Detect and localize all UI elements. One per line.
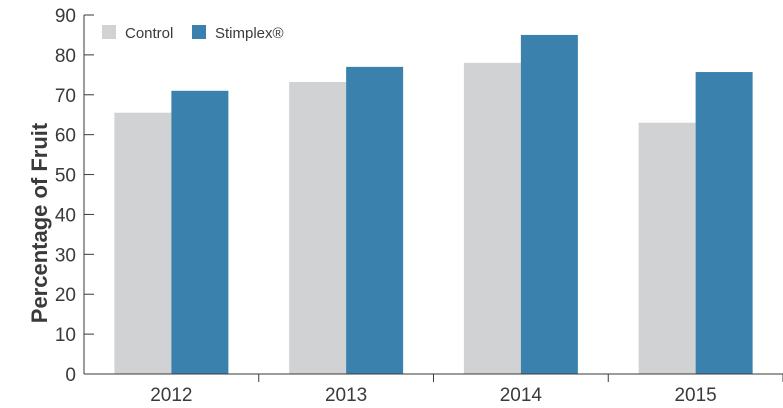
- legend-swatch-stimplex: [192, 25, 206, 39]
- legend: Control Stimplex®: [102, 25, 284, 42]
- y-tick-label: 10: [55, 325, 76, 346]
- y-tick-label: 60: [55, 126, 76, 147]
- y-tick-label: 20: [55, 285, 76, 306]
- y-tick-label: 30: [55, 245, 76, 266]
- bar-stimplex-2015: [695, 72, 753, 375]
- legend-label: Control: [125, 25, 173, 42]
- legend-swatch-control: [102, 25, 116, 39]
- y-tick-label: 0: [65, 365, 76, 386]
- x-tick-label: 2012: [150, 385, 192, 406]
- y-tick-label: 70: [55, 86, 76, 107]
- y-tick-label: 90: [55, 6, 76, 27]
- bar-stimplex-2014: [520, 34, 578, 374]
- x-axis: 2012 2013 2014 2015: [84, 373, 783, 406]
- bar-control-2013: [289, 82, 347, 374]
- x-tick-label: 2014: [500, 385, 543, 406]
- bar-control-2012: [114, 112, 172, 374]
- bars: [114, 34, 753, 375]
- bar-stimplex-2012: [171, 90, 229, 375]
- y-tick-label: 80: [55, 46, 76, 67]
- bar-control-2014: [463, 62, 521, 374]
- x-tick-label: 2015: [674, 385, 716, 406]
- y-axis: 0 10 20 30 40 50 60 70 80 90: [55, 6, 94, 386]
- x-tick-label: 2013: [325, 385, 367, 406]
- y-axis-label: Percentage of Fruit: [27, 122, 52, 323]
- y-tick-label: 40: [55, 205, 76, 226]
- bar-control-2015: [638, 122, 696, 374]
- y-tick-label: 50: [55, 166, 76, 187]
- legend-label: Stimplex®: [215, 25, 284, 42]
- bar-stimplex-2013: [346, 66, 404, 374]
